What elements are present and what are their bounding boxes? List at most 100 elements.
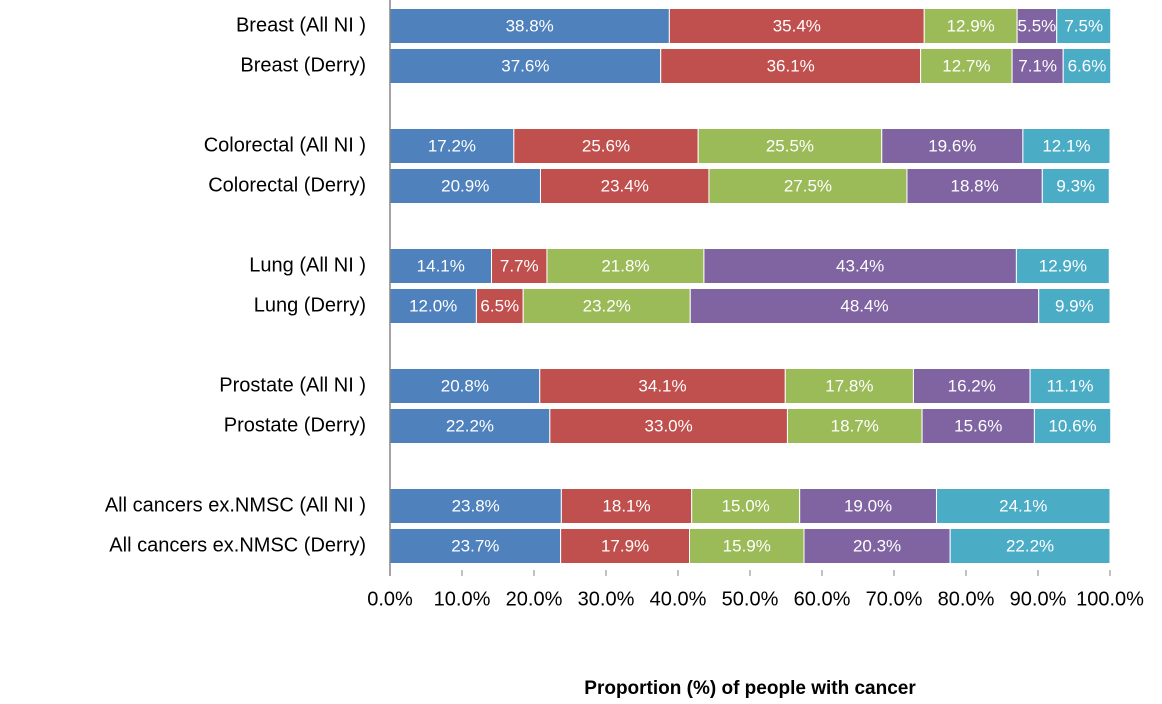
x-axis-title: Proportion (%) of people with cancer [584, 678, 916, 699]
bar-segment [389, 368, 541, 404]
bar-segment [803, 528, 951, 564]
bar-segment [513, 128, 699, 164]
bar-segment [1011, 48, 1064, 84]
bar-segment [389, 488, 562, 524]
value-label: 34.1% [638, 376, 686, 395]
bar-segment [539, 168, 710, 204]
x-tick-label: 20.0% [506, 588, 563, 610]
bar-segment [549, 408, 788, 444]
bar-segment [786, 408, 923, 444]
value-label: 7.1% [1018, 56, 1057, 75]
bar-segment [668, 8, 925, 44]
value-label: 18.1% [602, 496, 650, 515]
value-label: 25.5% [766, 136, 814, 155]
x-tick-label: 60.0% [794, 588, 851, 610]
bar-segment [1029, 368, 1111, 404]
value-label: 17.2% [428, 136, 476, 155]
value-label: 17.8% [825, 376, 873, 395]
x-tick-label: 100.0% [1076, 588, 1144, 610]
value-label: 18.8% [951, 176, 999, 195]
value-label: 21.8% [601, 256, 649, 275]
bar-segment [881, 128, 1024, 164]
x-tick-label: 70.0% [866, 588, 923, 610]
y-tick-label: Colorectal (Derry) [208, 174, 366, 196]
value-label: 36.1% [767, 56, 815, 75]
bar-segment [389, 8, 670, 44]
x-tick-label: 30.0% [578, 588, 635, 610]
value-label: 9.3% [1056, 176, 1095, 195]
bar-segment [1033, 408, 1112, 444]
value-label: 24.1% [999, 496, 1047, 515]
bar-segment [689, 528, 805, 564]
bar-segment [546, 248, 705, 284]
x-tick-label: 40.0% [650, 588, 707, 610]
bar-segment [689, 288, 1040, 324]
x-tick-label: 0.0% [367, 588, 413, 610]
value-label: 16.2% [948, 376, 996, 395]
value-label: 27.5% [784, 176, 832, 195]
y-tick-label: Colorectal (All NI ) [204, 134, 366, 156]
bar-segment [949, 528, 1111, 564]
y-tick-label: All cancers ex.NMSC (All NI ) [105, 494, 366, 516]
bar-segment [660, 48, 922, 84]
bar-segment [920, 48, 1013, 84]
value-label: 22.2% [1006, 536, 1054, 555]
value-label: 15.0% [722, 496, 770, 515]
bar-segment [475, 288, 524, 324]
bar-segment [560, 528, 691, 564]
value-label: 6.5% [480, 296, 519, 315]
value-label: 23.2% [583, 296, 631, 315]
y-tick-label: Breast (Derry) [240, 54, 366, 76]
bar-segment [1015, 248, 1110, 284]
bar-segment [1022, 128, 1111, 164]
y-tick-label: Lung (Derry) [254, 294, 366, 316]
bar-segment [906, 168, 1043, 204]
value-label: 23.7% [451, 536, 499, 555]
value-label: 20.9% [441, 176, 489, 195]
bar-segment [522, 288, 691, 324]
value-label: 12.7% [942, 56, 990, 75]
bar-segment [560, 488, 693, 524]
value-label: 19.0% [844, 496, 892, 515]
y-tick-label: Lung (All NI ) [249, 254, 366, 276]
x-tick-label: 90.0% [1010, 588, 1067, 610]
value-label: 12.1% [1042, 136, 1090, 155]
bar-segment [389, 248, 493, 284]
value-label: 23.8% [452, 496, 500, 515]
x-tick-label: 50.0% [722, 588, 779, 610]
x-tick-label: 80.0% [938, 588, 995, 610]
value-label: 15.6% [954, 416, 1002, 435]
y-tick-label: Prostate (All NI ) [219, 374, 366, 396]
y-tick-label: All cancers ex.NMSC (Derry) [109, 534, 366, 556]
bar-segment [935, 488, 1111, 524]
bar-segment [697, 128, 883, 164]
value-label: 12.9% [947, 16, 995, 35]
value-label: 23.4% [601, 176, 649, 195]
value-label: 15.9% [723, 536, 771, 555]
value-label: 17.9% [601, 536, 649, 555]
value-label: 48.4% [840, 296, 888, 315]
value-label: 12.9% [1039, 256, 1087, 275]
value-label: 12.0% [409, 296, 457, 315]
value-label: 5.5% [1018, 16, 1057, 35]
bar-segment [389, 408, 551, 444]
value-label: 22.2% [446, 416, 494, 435]
value-label: 7.7% [500, 256, 539, 275]
value-label: 18.7% [831, 416, 879, 435]
y-tick-label: Prostate (Derry) [224, 414, 366, 436]
bar-segment [923, 8, 1018, 44]
value-label: 6.6% [1068, 56, 1107, 75]
bar-segment [1038, 288, 1111, 324]
bar-segment [691, 488, 801, 524]
bar-segment [921, 408, 1035, 444]
value-label: 33.0% [645, 416, 693, 435]
value-label: 7.5% [1064, 16, 1103, 35]
value-label: 10.6% [1048, 416, 1096, 435]
value-label: 38.8% [506, 16, 554, 35]
value-label: 37.6% [501, 56, 549, 75]
bar-segment [1062, 48, 1112, 84]
value-label: 14.1% [417, 256, 465, 275]
bar-segment [1041, 168, 1110, 204]
value-label: 43.4% [836, 256, 884, 275]
